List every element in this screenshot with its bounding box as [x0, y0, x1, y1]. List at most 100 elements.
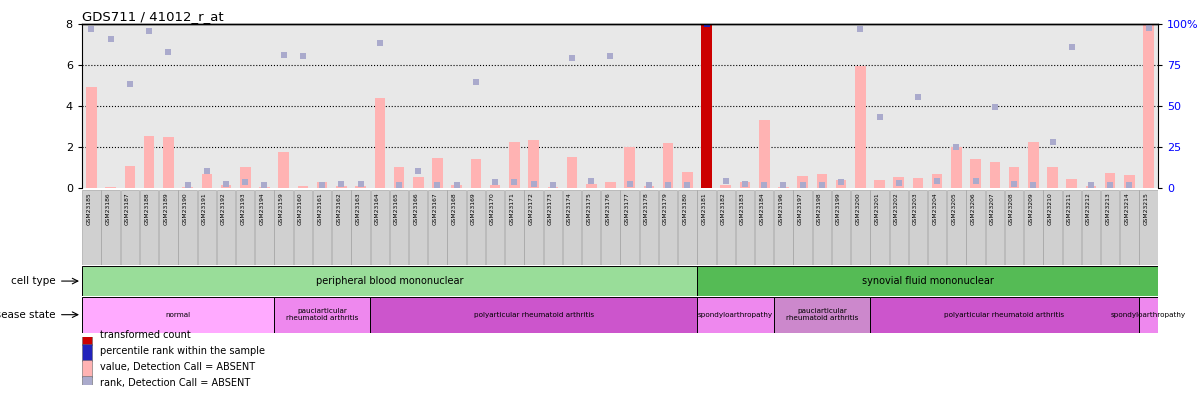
Text: GSM23164: GSM23164 [374, 193, 379, 225]
Bar [82, 376, 92, 393]
Bar [255, 190, 273, 265]
Bar [294, 190, 312, 265]
Text: GSM23162: GSM23162 [336, 193, 342, 225]
Bar [509, 142, 520, 188]
Bar [275, 190, 293, 265]
Bar [1028, 142, 1039, 188]
Text: GSM23185: GSM23185 [87, 193, 92, 225]
Text: GSM23201: GSM23201 [874, 193, 880, 225]
Bar [813, 190, 831, 265]
Bar [125, 166, 135, 188]
Text: GSM23160: GSM23160 [297, 193, 303, 225]
Bar [562, 190, 582, 265]
Text: GSM23209: GSM23209 [1028, 193, 1033, 225]
Bar [755, 190, 773, 265]
Bar [990, 162, 1001, 188]
Bar [697, 297, 774, 333]
Text: GSM23183: GSM23183 [740, 193, 745, 225]
Bar [217, 190, 235, 265]
Bar [486, 190, 504, 265]
Text: pauciarticular
rheumatoid arthritis: pauciarticular rheumatoid arthritis [285, 308, 359, 321]
Bar [567, 157, 577, 188]
Bar [201, 174, 212, 188]
Bar [82, 360, 92, 377]
Bar [870, 297, 1139, 333]
Bar [82, 297, 275, 333]
Text: GSM23168: GSM23168 [452, 193, 456, 225]
Bar [720, 185, 731, 188]
Bar [663, 143, 673, 188]
Bar [716, 190, 734, 265]
Bar [1081, 190, 1100, 265]
Bar [336, 186, 347, 188]
Bar [490, 185, 501, 188]
Text: percentile rank within the sample: percentile rank within the sample [100, 345, 265, 356]
Bar [317, 182, 327, 188]
Bar [182, 187, 193, 188]
Bar [1025, 190, 1043, 265]
Bar [82, 266, 697, 296]
Bar [1047, 167, 1058, 188]
Bar [82, 344, 92, 361]
Text: peripheral blood mononuclear: peripheral blood mononuclear [315, 276, 464, 286]
Text: GSM23175: GSM23175 [586, 193, 591, 226]
Text: polyarticular rheumatoid arthritis: polyarticular rheumatoid arthritis [473, 312, 594, 318]
Bar [82, 328, 92, 345]
Text: disease state: disease state [0, 310, 55, 320]
Bar [967, 190, 985, 265]
Bar [697, 266, 1158, 296]
Text: GSM23210: GSM23210 [1047, 193, 1052, 225]
Bar [1005, 190, 1023, 265]
Bar [970, 159, 981, 188]
Bar [452, 185, 462, 188]
Text: GSM23177: GSM23177 [625, 193, 630, 226]
Bar [467, 190, 485, 265]
Bar [1044, 190, 1062, 265]
Bar [778, 187, 789, 188]
Text: GSM23197: GSM23197 [798, 193, 803, 225]
Text: GSM23167: GSM23167 [432, 193, 437, 225]
Bar [101, 190, 120, 265]
Bar [774, 297, 870, 333]
Text: GSM23200: GSM23200 [855, 193, 861, 225]
Bar [163, 137, 173, 188]
Text: pauciarticular
rheumatoid arthritis: pauciarticular rheumatoid arthritis [786, 308, 858, 321]
Bar [506, 190, 524, 265]
Text: GSM23213: GSM23213 [1105, 193, 1110, 225]
Text: GSM23172: GSM23172 [529, 193, 533, 226]
Bar [1125, 175, 1134, 188]
Text: GSM23202: GSM23202 [893, 193, 898, 225]
Bar [82, 190, 101, 265]
Bar [586, 184, 596, 188]
Bar [644, 186, 654, 188]
Bar [390, 190, 408, 265]
Text: GSM23208: GSM23208 [1009, 193, 1014, 225]
Text: GSM23161: GSM23161 [317, 193, 323, 225]
Text: GSM23214: GSM23214 [1125, 193, 1129, 225]
Bar [697, 190, 716, 265]
Text: transformed count: transformed count [100, 330, 190, 340]
Bar [948, 190, 966, 265]
Bar [548, 187, 559, 188]
Text: GSM23189: GSM23189 [164, 193, 169, 225]
Text: synovial fluid mononuclear: synovial fluid mononuclear [862, 276, 993, 286]
Bar [855, 66, 866, 188]
Bar [832, 190, 850, 265]
Bar [1009, 167, 1020, 188]
Text: GSM23165: GSM23165 [394, 193, 399, 225]
Bar [432, 158, 443, 188]
Text: GSM23170: GSM23170 [490, 193, 495, 225]
Bar [1105, 173, 1115, 188]
Bar [874, 180, 885, 188]
Bar [370, 297, 697, 333]
Bar [890, 190, 908, 265]
Bar [606, 182, 615, 188]
Text: GSM23171: GSM23171 [509, 193, 514, 226]
Bar [332, 190, 350, 265]
Bar [793, 190, 811, 265]
Bar [625, 147, 635, 188]
Bar [429, 190, 447, 265]
Bar [620, 190, 639, 265]
Text: GSM23193: GSM23193 [241, 193, 246, 225]
Bar [197, 190, 216, 265]
